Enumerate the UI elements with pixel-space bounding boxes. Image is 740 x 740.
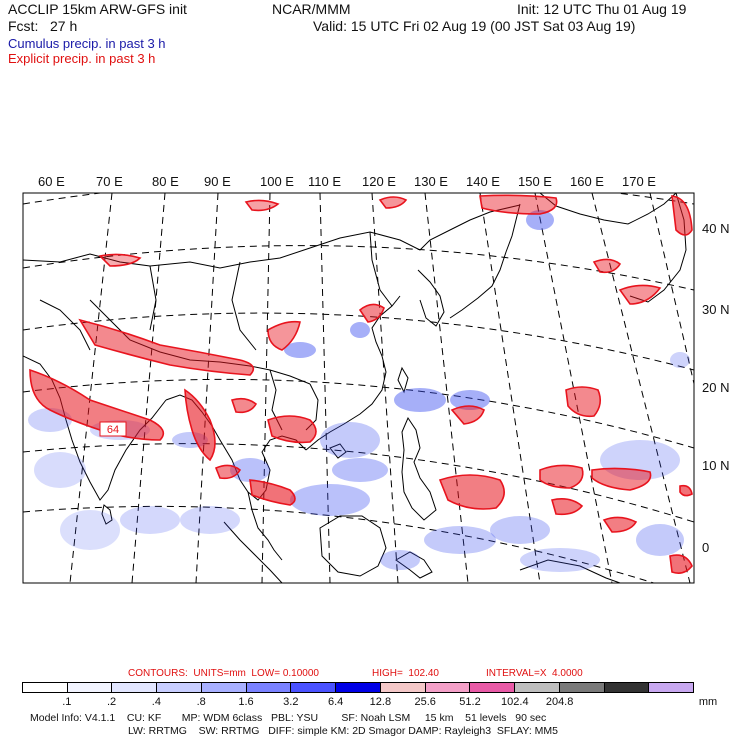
legend-color-cell [23,683,68,692]
legend-tick-label: 1.6 [238,696,254,708]
lat-label: 0 [702,540,710,555]
lat-label: 30 N [702,302,730,317]
explicit-precip-areas [29,194,693,574]
legend-tick-label: .4 [151,696,161,708]
lon-label: 90 E [204,174,231,189]
legend-tick-label: 6.4 [327,696,344,708]
legend-tick-label: 51.2 [459,696,481,708]
legend-tick-label: 102.4 [501,696,529,708]
lon-label: 100 E [260,174,294,189]
lon-label: 60 E [38,174,65,189]
header-cumulus-label: Cumulus precip. in past 3 h [8,36,166,51]
legend-color-cell [515,683,560,692]
legend-color-cell [157,683,202,692]
legend-tick-label: 25.6 [414,696,436,708]
lon-label: 160 E [570,174,604,189]
model-info-line2: LW: RRTMG SW: RRTMG DIFF: simple KM: 2D … [128,725,559,737]
lon-label: 170 E [622,174,656,189]
lon-label: 80 E [152,174,179,189]
legend-tick-label: 12.8 [369,696,392,708]
header-explicit-label: Explicit precip. in past 3 h [8,51,156,66]
header-center: NCAR/MMM [272,1,351,17]
legend-color-cell [246,683,292,692]
lon-label: 120 E [362,174,396,189]
lon-label: 150 E [518,174,552,189]
legend-color-cell [67,683,113,692]
lat-label: 20 N [702,380,730,395]
legend-tick-label: .2 [107,696,117,708]
legend-color-cell [336,683,381,692]
legend-color-bar [22,682,694,693]
lon-label: 140 E [466,174,500,189]
legend-color-cell [470,683,516,692]
legend-unit: mm [698,696,718,708]
header-valid: Valid: 15 UTC Fri 02 Aug 19 (00 JST Sat … [313,18,636,34]
contours-interval: INTERVAL=X 4.0000 [486,668,583,679]
legend-color-cell [112,683,158,692]
lat-label: 10 N [702,458,730,473]
legend-color-cell [604,683,650,692]
legend-color-cell [201,683,247,692]
contours-prefix: CONTOURS: UNITS=mm LOW= 0.10000 [128,668,319,679]
legend-color-cell [291,683,337,692]
legend-tick-label: .8 [196,696,206,708]
contours-high: HIGH= 102.40 [372,668,439,679]
legend-tick-label: 204.8 [545,696,574,708]
legend-color-cell [425,683,471,692]
legend-color-cell [559,683,605,692]
contour-label: 64 [99,421,127,437]
legend-tick-label: .1 [62,696,72,708]
cumulus-precip-areas [28,210,690,572]
lon-label: 110 E [308,174,342,189]
header-title: ACCLIP 15km ARW-GFS init [8,1,187,17]
model-info-line1: Model Info: V4.1.1 CU: KF MP: WDM 6class… [30,712,547,724]
contour-label-text: 64 [107,424,119,436]
legend-color-cell [380,683,426,692]
lon-label: 70 E [96,174,123,189]
legend-color-cell [649,683,694,692]
header-fcst: Fcst: 27 h [8,18,78,34]
lat-label: 40 N [702,221,730,236]
legend-tick-label: 3.2 [283,696,299,708]
header-init: Init: 12 UTC Thu 01 Aug 19 [517,1,687,17]
lon-label: 130 E [414,174,448,189]
